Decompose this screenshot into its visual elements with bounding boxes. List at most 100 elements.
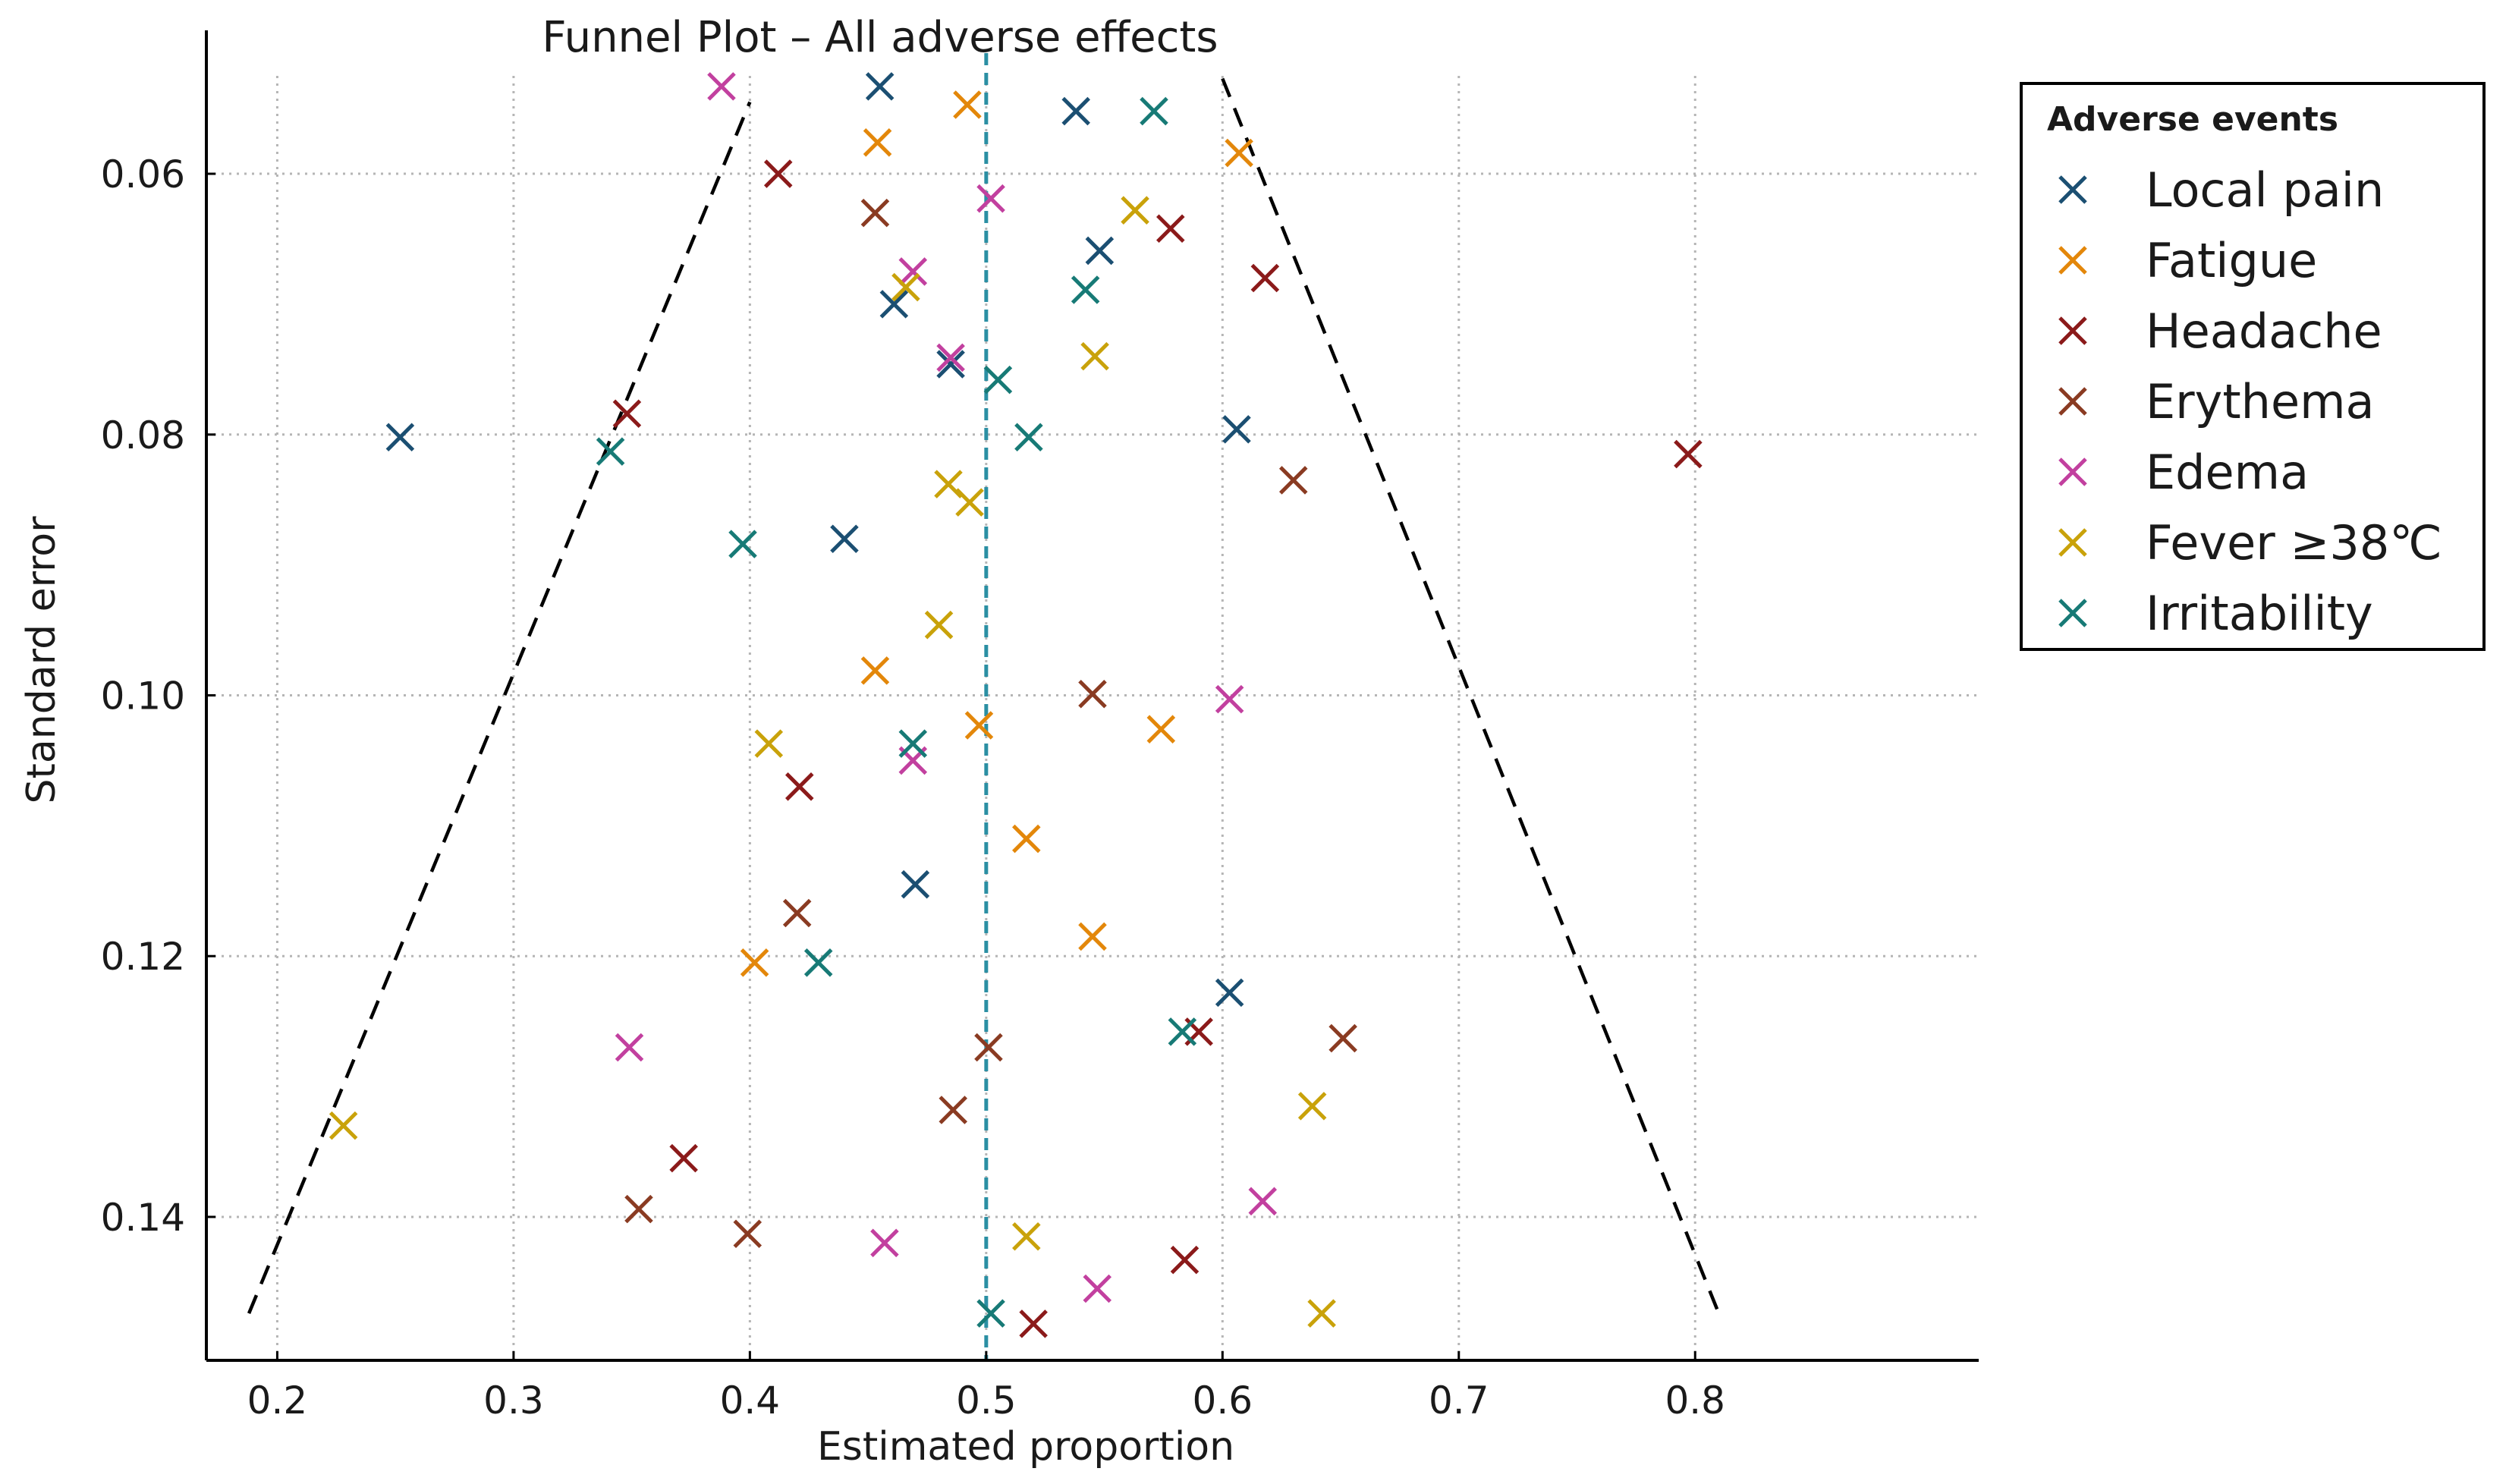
data-point-edema-stroke-b	[1215, 684, 1244, 714]
data-point-erythema	[1328, 1023, 1357, 1053]
data-point-headache-stroke-b	[612, 399, 642, 429]
data-point-irritability	[1014, 423, 1043, 451]
data-point-fatigue	[964, 711, 994, 740]
y-tick-label: 0.10	[101, 674, 185, 718]
data-point-local-pain	[879, 290, 909, 319]
data-point-fever-38	[1307, 1299, 1336, 1328]
legend-label-fatigue: Fatigue	[2146, 233, 2317, 288]
data-point-erythema	[974, 1033, 1003, 1062]
data-point-fever-38-stroke-b	[1080, 341, 1109, 371]
x-tick-label: 0.2	[247, 1379, 308, 1423]
legend-title: Adverse events	[2047, 100, 2338, 139]
data-point-headache-stroke-b	[1170, 1245, 1200, 1275]
data-point-irritability	[728, 530, 757, 558]
data-point-erythema-stroke-b	[624, 1194, 653, 1224]
data-point-erythema-stroke-b	[733, 1219, 762, 1249]
data-point-headache-stroke-b	[1250, 263, 1280, 293]
data-point-fatigue	[860, 656, 890, 685]
data-point-fatigue-stroke-b	[1078, 922, 1107, 951]
data-point-headache-stroke-b	[669, 1143, 698, 1173]
data-point-headache-stroke-b	[1019, 1310, 1048, 1338]
data-point-fever-38	[934, 470, 963, 498]
data-point-erythema-stroke-b	[1278, 466, 1308, 495]
data-point-headache	[1156, 214, 1185, 243]
data-point-local-pain-stroke-b	[1085, 236, 1115, 266]
data-point-fever-38-stroke-b	[955, 488, 984, 517]
data-point-fever-38-stroke-b	[934, 470, 963, 498]
data-point-fever-38	[754, 729, 784, 758]
legend-label-edema: Edema	[2146, 445, 2309, 500]
data-point-fatigue	[953, 90, 982, 119]
data-point-irritability-stroke-b	[1071, 275, 1100, 304]
data-point-headache	[1250, 263, 1280, 293]
data-point-headache	[1674, 439, 1703, 469]
data-point-edema	[1083, 1274, 1112, 1303]
data-point-irritability-stroke-b	[1140, 96, 1168, 126]
data-point-local-pain	[865, 72, 895, 101]
data-point-local-pain-stroke-b	[879, 290, 909, 319]
data-point-fever-38	[1121, 196, 1149, 225]
legend-marker-fever-38	[2058, 528, 2087, 557]
legend-box	[2020, 82, 2486, 651]
chart-title: Funnel Plot – All adverse effects	[542, 13, 1218, 62]
funnel-layer	[247, 77, 1721, 1314]
data-point-irritability	[976, 1299, 1005, 1328]
data-point-fatigue-stroke-b	[740, 948, 769, 977]
funnel-line-right	[1221, 77, 1721, 1314]
data-point-local-pain	[385, 423, 415, 451]
data-point-irritability-stroke-b	[983, 365, 1013, 395]
data-point-local-pain	[901, 869, 930, 899]
data-point-erythema-stroke-b	[1078, 680, 1107, 709]
data-point-local-pain	[1061, 96, 1090, 126]
data-point-headache	[612, 399, 642, 429]
data-point-headache	[763, 159, 793, 188]
data-point-fatigue	[1225, 138, 1253, 168]
legend-items: Local pain Fatigue Headache Erythema Edema Fe…	[2058, 162, 2442, 641]
legend-marker-local-pain-stroke-b	[2058, 175, 2087, 204]
data-point-erythema	[1078, 680, 1107, 709]
data-point-local-pain-stroke-b	[865, 72, 895, 101]
x-axis-label: Estimated proportion	[817, 1424, 1234, 1470]
legend-label-irritability: Irritability	[2146, 586, 2373, 641]
data-point-local-pain	[1085, 236, 1115, 266]
data-point-edema	[870, 1228, 899, 1258]
data-point-headache-stroke-b	[1674, 439, 1703, 469]
x-tick-label: 0.4	[720, 1379, 781, 1423]
data-point-fever-38	[891, 272, 920, 302]
data-point-irritability-stroke-b	[898, 729, 928, 758]
legend-marker-fatigue	[2058, 246, 2087, 275]
data-point-fatigue	[740, 948, 769, 977]
y-axis-label: Standard error	[19, 516, 64, 804]
data-point-fever-38	[1012, 1221, 1041, 1251]
data-point-irritability	[1168, 1017, 1197, 1046]
data-point-erythema-stroke-b	[974, 1033, 1003, 1062]
legend-marker-edema	[2058, 457, 2087, 486]
data-point-edema	[1215, 684, 1244, 714]
data-point-erythema	[733, 1219, 762, 1249]
data-point-irritability-stroke-b	[803, 948, 833, 977]
data-point-edema	[936, 343, 965, 373]
data-points	[329, 72, 1703, 1338]
data-point-local-pain-stroke-b	[1222, 415, 1251, 444]
data-point-irritability-stroke-b	[976, 1299, 1005, 1328]
data-point-fever-38-stroke-b	[329, 1111, 358, 1140]
legend-marker-irritability-stroke-b	[2058, 599, 2087, 627]
data-point-erythema	[939, 1096, 968, 1124]
data-point-erythema-stroke-b	[939, 1096, 968, 1124]
x-tick-label: 0.6	[1193, 1379, 1253, 1423]
data-point-erythema	[1278, 466, 1308, 495]
data-point-erythema	[860, 198, 890, 228]
data-point-fatigue-stroke-b	[860, 656, 890, 685]
data-point-fever-38	[329, 1111, 358, 1140]
data-point-irritability-stroke-b	[1168, 1017, 1197, 1046]
x-tick-label: 0.3	[483, 1379, 544, 1423]
data-point-local-pain-stroke-b	[1061, 96, 1090, 126]
data-point-irritability	[983, 365, 1013, 395]
data-point-irritability-stroke-b	[728, 530, 757, 558]
legend-label-headache: Headache	[2146, 303, 2382, 359]
y-tick-label: 0.06	[101, 152, 185, 197]
data-point-fatigue	[1146, 715, 1176, 744]
legend-marker-irritability	[2058, 599, 2087, 627]
tick-labels: 0.2 0.3 0.4 0.5 0.6 0.7 0.8 0.06 0.08 0.10 0.12 0.1…	[101, 152, 1725, 1423]
data-point-local-pain	[936, 350, 965, 379]
